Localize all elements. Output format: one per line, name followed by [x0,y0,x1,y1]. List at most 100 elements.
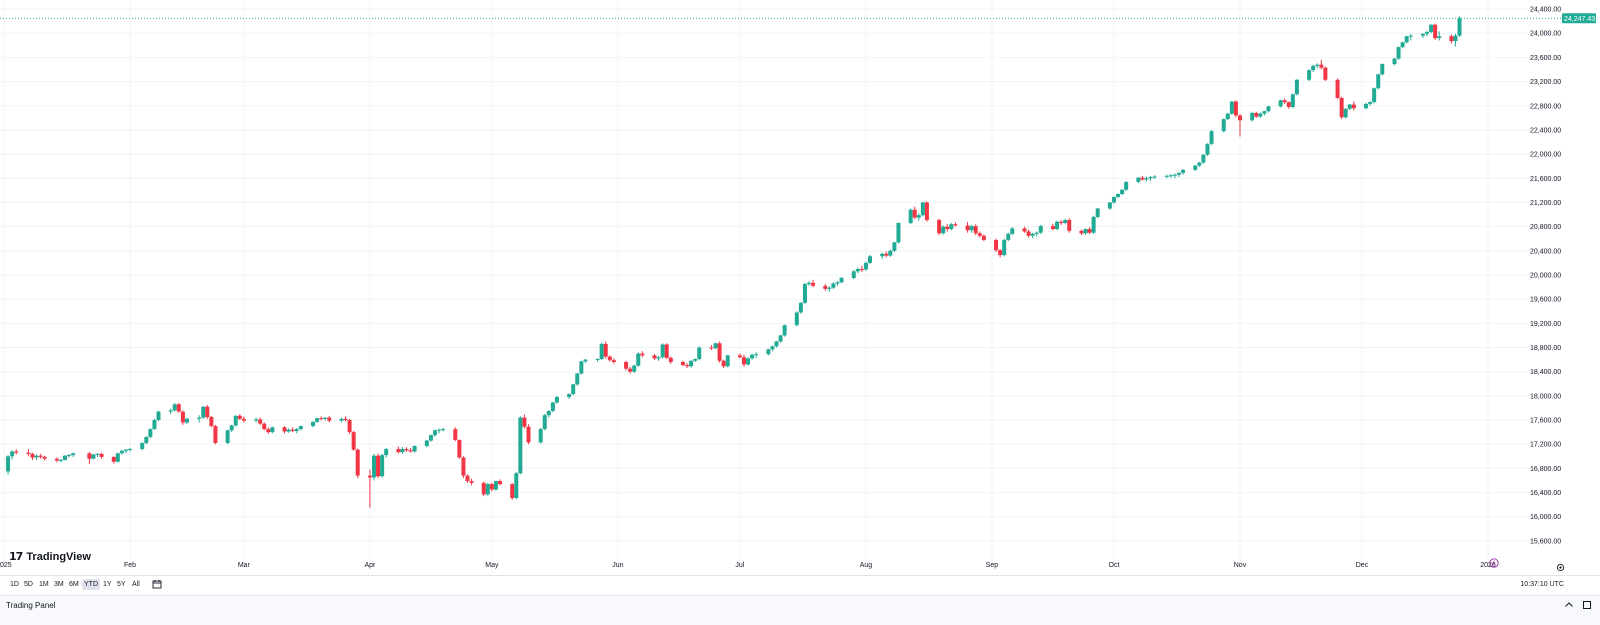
candle-body [583,359,588,362]
candle [538,427,543,444]
candle-body [408,450,413,452]
candle-body [184,418,189,423]
candle [855,267,860,274]
candle [770,345,775,352]
price-tick-label: 16,000.00 [1530,514,1561,521]
candle-body [892,242,897,251]
last-price-tag-label: 24,247.43 [1564,16,1595,23]
candle-body [725,355,730,367]
trading-panel-tab[interactable]: Trading Panel [6,601,56,610]
time-axis-label: 2026 [1480,562,1496,569]
candle-body [376,455,381,477]
range-button-1m[interactable]: 1M [39,581,49,588]
candle [1197,161,1202,167]
candle-body [176,404,181,412]
candle-body [579,361,584,374]
tradingview-logo: 17 TradingView [9,550,91,563]
candle [839,276,844,284]
candle-body [1364,103,1369,109]
candle [1201,154,1206,164]
candle-body [441,429,446,431]
settings-icon[interactable] [1556,563,1565,572]
range-button-6m[interactable]: 6M [69,581,79,588]
candle-body [1372,88,1377,103]
candle-body [99,453,104,457]
candle-body [1209,131,1214,144]
candle [823,284,828,291]
candle-body [172,404,177,411]
candle [554,395,559,404]
candle [400,447,405,454]
candle [1437,31,1442,41]
chevron-up-icon[interactable] [1564,600,1574,610]
range-button-3m[interactable]: 3M [54,581,64,588]
candle [746,357,751,366]
flash-icon[interactable] [1489,558,1499,568]
candle-body [908,209,913,224]
time-axis: 025 Feb Mar Apr May Jun Jul Aug Sep Oct Nov Dec 2026 [0,562,1496,569]
candle [1420,33,1425,39]
range-button-1y[interactable]: 1Y [103,581,112,588]
range-button-all[interactable]: All [132,581,140,588]
candle [1396,46,1401,60]
candle [233,415,238,427]
maximize-icon[interactable] [1582,600,1592,610]
candle-body [10,451,15,457]
range-button-5d[interactable]: 5D [24,581,33,588]
candle [99,452,104,459]
price-tick-label: 24,400.00 [1530,7,1561,14]
candle [1026,229,1031,238]
candle-body [1323,67,1328,80]
candle [254,417,259,423]
candle-body [916,215,921,218]
candle-body [746,358,751,365]
candle-body [457,439,462,458]
candle-body [1453,35,1458,42]
candle [754,352,759,358]
range-button-1d[interactable]: 1D [10,581,19,588]
candle-body [1335,79,1340,98]
candle [197,415,202,423]
candlestick-chart[interactable]: 24,400.00 24,000.00 23,600.00 23,200.00 22,8… [0,0,1600,570]
candle [457,439,462,459]
candle-body [721,360,726,367]
candle [807,281,812,286]
candle [380,453,385,478]
candle [412,445,417,453]
candle-body [67,455,72,457]
chart-area[interactable]: 24,400.00 24,000.00 23,600.00 23,200.00 22,8… [0,0,1596,570]
candle-body [977,233,982,236]
candle-body [831,283,836,288]
candle [1237,114,1242,137]
utc-clock[interactable]: 10:37:10 UTC [1520,581,1564,588]
candle [95,453,100,457]
candle [1067,218,1072,233]
time-axis-label: 025 [0,562,12,569]
candle [1120,189,1125,196]
date-range-icon[interactable] [152,579,162,589]
price-tick-label: 20,800.00 [1530,224,1561,231]
candle-body [355,449,360,476]
range-button-5y[interactable]: 5Y [117,581,126,588]
candle-body [1197,162,1202,166]
candle [323,417,328,421]
candle-body [571,384,576,395]
range-toolbar: 1D 5D 1M 3M 6M YTD 1Y 5Y All 10:37:10 UT… [0,575,1600,596]
candle [680,360,685,367]
range-button-ytd[interactable]: YTD [82,579,100,590]
candle-body [62,455,67,460]
candle-body [95,453,100,455]
candle [38,453,43,459]
candle [977,231,982,238]
candle [128,447,133,452]
candle [831,282,836,289]
candle [461,456,466,479]
candle [34,454,39,460]
candle-body [896,223,901,243]
candle [709,345,714,350]
candle [953,222,958,227]
candle-body [30,453,35,458]
candle [1368,100,1373,106]
price-tick-label: 23,200.00 [1530,79,1561,86]
candle [859,265,864,272]
